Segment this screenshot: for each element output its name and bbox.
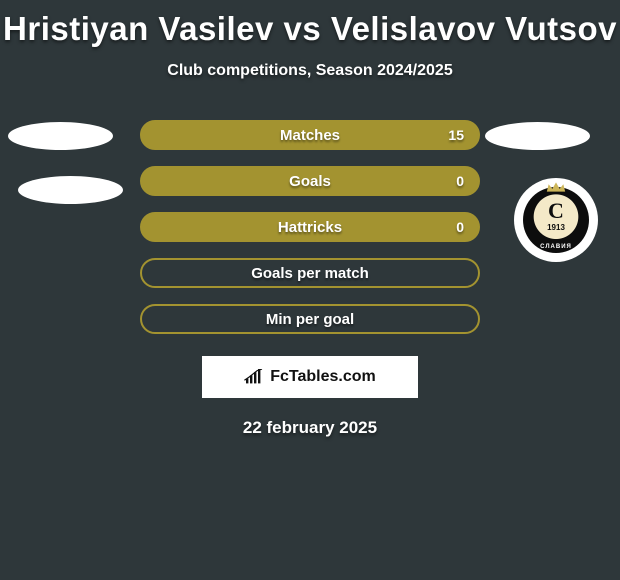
chart-icon: [244, 369, 264, 385]
stat-value: 0: [456, 219, 464, 235]
stat-bar-matches: Matches 15: [140, 120, 480, 150]
club-badge-arc: СЛАВИЯ: [540, 244, 572, 250]
club-badge: C 1913 СЛАВИЯ: [514, 178, 598, 262]
club-badge-year: 1913: [547, 223, 565, 232]
stat-label: Matches: [280, 127, 340, 144]
stat-value: 15: [448, 127, 464, 143]
watermark-text: FcTables.com: [270, 368, 376, 386]
stat-label: Goals per match: [251, 265, 369, 282]
watermark: FcTables.com: [202, 356, 418, 398]
subtitle: Club competitions, Season 2024/2025: [0, 62, 620, 80]
page-title: Hristiyan Vasilev vs Velislavov Vutsov: [0, 0, 620, 48]
stat-label: Min per goal: [266, 311, 354, 328]
stat-label: Hattricks: [278, 219, 342, 236]
club-badge-inner: C 1913 СЛАВИЯ: [523, 187, 589, 253]
left-decoration-2: [18, 176, 123, 204]
stat-bar-min-per-goal: Min per goal: [140, 304, 480, 334]
stat-bar-goals: Goals 0: [140, 166, 480, 196]
left-decoration-1: [8, 122, 113, 150]
stat-bar-goals-per-match: Goals per match: [140, 258, 480, 288]
stat-bar-hattricks: Hattricks 0: [140, 212, 480, 242]
stat-value: 0: [456, 173, 464, 189]
right-decoration-1: [485, 122, 590, 150]
date-text: 22 february 2025: [0, 418, 620, 438]
club-badge-letter: C: [548, 198, 564, 224]
crown-icon: [545, 181, 567, 193]
stat-label: Goals: [289, 173, 331, 190]
